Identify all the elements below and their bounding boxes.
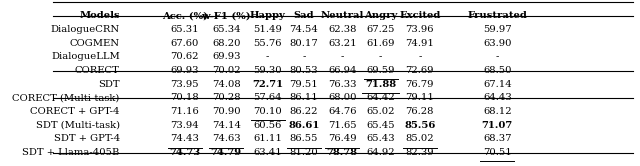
- Text: DialogueCRN: DialogueCRN: [51, 25, 120, 34]
- Text: SDT (Multi-task): SDT (Multi-task): [36, 121, 120, 130]
- Text: 63.41: 63.41: [253, 148, 282, 157]
- Text: -: -: [302, 52, 305, 61]
- Text: 61.11: 61.11: [253, 134, 282, 143]
- Text: 76.28: 76.28: [406, 107, 434, 116]
- Text: 70.51: 70.51: [483, 148, 511, 157]
- Text: 60.56: 60.56: [253, 121, 282, 130]
- Text: 71.88: 71.88: [365, 80, 396, 89]
- Text: 68.50: 68.50: [483, 66, 511, 75]
- Text: SDT + Llama-405B: SDT + Llama-405B: [22, 148, 120, 157]
- Text: 62.38: 62.38: [328, 25, 356, 34]
- Text: 70.28: 70.28: [212, 93, 241, 102]
- Text: 74.73: 74.73: [169, 148, 200, 157]
- Text: CORECT + GPT-4: CORECT + GPT-4: [30, 107, 120, 116]
- Text: 70.10: 70.10: [253, 107, 282, 116]
- Text: 73.95: 73.95: [170, 80, 199, 89]
- Text: 70.02: 70.02: [212, 66, 241, 75]
- Text: 79.51: 79.51: [289, 80, 318, 89]
- Text: 59.30: 59.30: [253, 66, 282, 75]
- Text: 86.11: 86.11: [289, 93, 318, 102]
- Text: 64.42: 64.42: [366, 93, 395, 102]
- Text: 63.21: 63.21: [328, 39, 356, 48]
- Text: 68.37: 68.37: [483, 134, 511, 143]
- Text: 71.65: 71.65: [328, 121, 356, 130]
- Text: 64.43: 64.43: [483, 93, 511, 102]
- Text: 65.02: 65.02: [367, 107, 395, 116]
- Text: Happy: Happy: [250, 11, 285, 20]
- Text: 86.61: 86.61: [288, 121, 319, 130]
- Text: 71.16: 71.16: [170, 107, 199, 116]
- Text: -: -: [418, 52, 422, 61]
- Text: 69.93: 69.93: [212, 52, 241, 61]
- Text: 85.02: 85.02: [406, 134, 434, 143]
- Text: Acc. (%): Acc. (%): [162, 11, 208, 20]
- Text: 68.20: 68.20: [212, 39, 241, 48]
- Text: 69.93: 69.93: [171, 66, 199, 75]
- Text: Neutral: Neutral: [321, 11, 364, 20]
- Text: SDT + GPT-4: SDT + GPT-4: [54, 134, 120, 143]
- Text: Angry: Angry: [364, 11, 397, 20]
- Text: Excited: Excited: [399, 11, 440, 20]
- Text: 85.56: 85.56: [404, 121, 435, 130]
- Text: 74.63: 74.63: [212, 134, 241, 143]
- Text: -: -: [340, 52, 344, 61]
- Text: 72.71: 72.71: [252, 80, 284, 89]
- Text: 73.94: 73.94: [170, 121, 199, 130]
- Text: CORECT: CORECT: [75, 66, 120, 75]
- Text: 74.54: 74.54: [289, 25, 318, 34]
- Text: 70.62: 70.62: [171, 52, 199, 61]
- Text: 74.79: 74.79: [211, 148, 242, 157]
- Text: 66.94: 66.94: [328, 66, 356, 75]
- Text: Models: Models: [79, 11, 120, 20]
- Text: 68.12: 68.12: [483, 107, 511, 116]
- Text: 78.78: 78.78: [327, 148, 358, 157]
- Text: 67.60: 67.60: [171, 39, 199, 48]
- Text: 82.39: 82.39: [406, 148, 434, 157]
- Text: Frustrated: Frustrated: [467, 11, 527, 20]
- Text: 74.14: 74.14: [212, 121, 241, 130]
- Text: DialogueLLM: DialogueLLM: [51, 52, 120, 61]
- Text: w-F1 (%): w-F1 (%): [202, 11, 251, 20]
- Text: -: -: [379, 52, 382, 61]
- Text: Sad: Sad: [294, 11, 314, 20]
- Text: -: -: [266, 52, 269, 61]
- Text: 70.90: 70.90: [212, 107, 241, 116]
- Text: 65.31: 65.31: [170, 25, 199, 34]
- Text: 74.91: 74.91: [405, 39, 434, 48]
- Text: 76.33: 76.33: [328, 80, 356, 89]
- Text: 80.17: 80.17: [289, 39, 318, 48]
- Text: 55.76: 55.76: [253, 39, 282, 48]
- Text: 67.14: 67.14: [483, 80, 511, 89]
- Text: COGMEN: COGMEN: [70, 39, 120, 48]
- Text: 79.11: 79.11: [405, 93, 434, 102]
- Text: 59.97: 59.97: [483, 25, 511, 34]
- Text: 67.25: 67.25: [367, 25, 395, 34]
- Text: 57.64: 57.64: [253, 93, 282, 102]
- Text: 69.59: 69.59: [367, 66, 395, 75]
- Text: 65.43: 65.43: [366, 134, 395, 143]
- Text: 70.18: 70.18: [170, 93, 199, 102]
- Text: -: -: [495, 52, 499, 61]
- Text: 65.45: 65.45: [366, 121, 395, 130]
- Text: 74.43: 74.43: [170, 134, 199, 143]
- Text: 86.22: 86.22: [289, 107, 318, 116]
- Text: 74.08: 74.08: [212, 80, 241, 89]
- Text: 64.92: 64.92: [366, 148, 395, 157]
- Text: 81.20: 81.20: [289, 148, 318, 157]
- Text: 80.53: 80.53: [289, 66, 318, 75]
- Text: 73.96: 73.96: [406, 25, 434, 34]
- Text: SDT: SDT: [98, 80, 120, 89]
- Text: 61.69: 61.69: [367, 39, 395, 48]
- Text: 51.49: 51.49: [253, 25, 282, 34]
- Text: 76.79: 76.79: [406, 80, 434, 89]
- Text: CORECT (Multi-task): CORECT (Multi-task): [12, 93, 120, 102]
- Text: 72.69: 72.69: [406, 66, 434, 75]
- Text: 65.34: 65.34: [212, 25, 241, 34]
- Text: 76.49: 76.49: [328, 134, 356, 143]
- Text: 86.55: 86.55: [289, 134, 318, 143]
- Text: 64.76: 64.76: [328, 107, 356, 116]
- Text: 68.00: 68.00: [328, 93, 356, 102]
- Text: 63.90: 63.90: [483, 39, 511, 48]
- Text: 71.07: 71.07: [482, 121, 513, 130]
